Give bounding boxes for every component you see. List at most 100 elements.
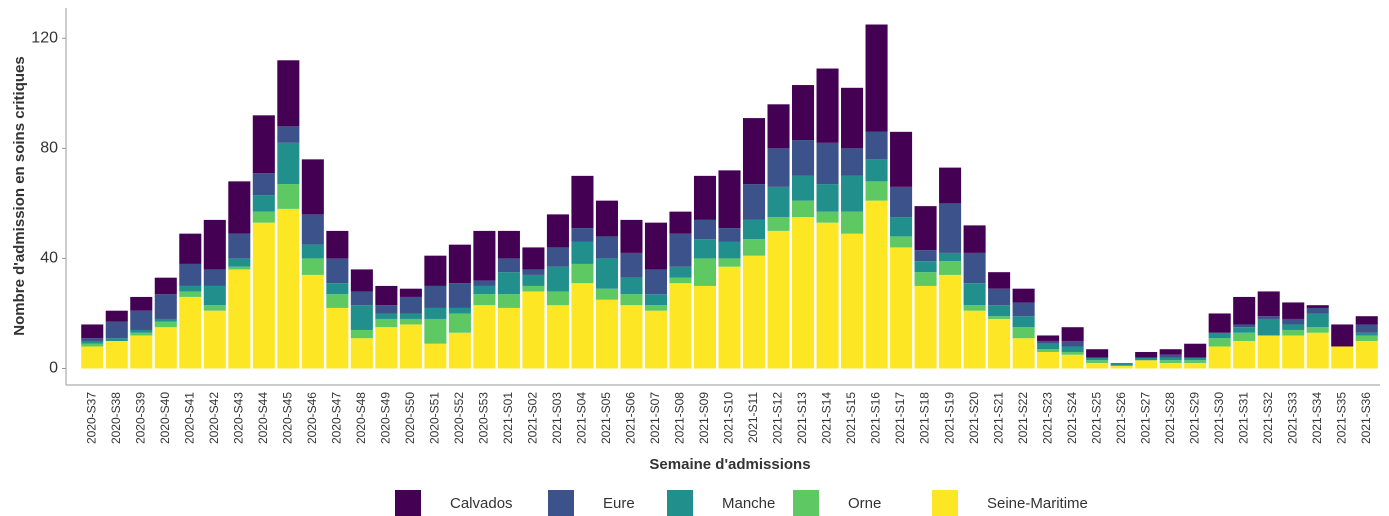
bar-segment [742, 239, 766, 256]
bar-segment [1037, 340, 1060, 344]
x-tick-label: 2021-S16 [869, 392, 883, 444]
x-tick-label: 2021-S28 [1163, 392, 1177, 444]
bar-segment [1012, 338, 1035, 369]
bar-segment [963, 283, 986, 306]
bar-segment [81, 346, 104, 369]
bar-segment [301, 244, 324, 259]
bar-segment [914, 206, 937, 251]
bar-segment [375, 318, 398, 328]
legend-swatch [793, 490, 819, 516]
bar-segment [1208, 332, 1231, 339]
bar-segment [154, 321, 177, 328]
bar-segment [130, 329, 153, 333]
bar-segment [963, 225, 986, 253]
legend-label: Orne [848, 495, 881, 512]
x-tick-label: 2020-S52 [452, 392, 466, 444]
bar-segment [350, 269, 373, 292]
bar-segment [865, 159, 888, 182]
bar-segment [277, 208, 300, 369]
bar-segment [963, 310, 986, 369]
bar-segment [791, 85, 815, 141]
x-tick-label: 2020-S45 [281, 392, 295, 444]
bar-segment [1135, 360, 1158, 369]
bar-segment [1159, 357, 1182, 361]
bar-segment [448, 307, 471, 314]
bar-segment [375, 313, 398, 319]
bar-segment [620, 277, 643, 295]
bar-segment [105, 338, 128, 341]
bar-segment [693, 175, 717, 220]
bar-segment [644, 269, 668, 295]
bar-segment [890, 236, 913, 248]
bar-segment [841, 87, 864, 149]
bar-segment [571, 228, 594, 242]
bar-segment [988, 305, 1011, 317]
x-tick-label: 2020-S48 [354, 392, 368, 444]
bar-segment [595, 258, 618, 289]
bar-segment [326, 283, 349, 295]
bar-segment [1257, 318, 1280, 336]
bar-segment [669, 283, 692, 369]
bar-segment [473, 230, 496, 281]
x-tick-label: 2021-S01 [501, 392, 515, 444]
bar-segment [203, 305, 226, 311]
x-tick-label: 2021-S27 [1138, 392, 1152, 444]
x-tick-label: 2021-S17 [893, 392, 907, 444]
bar-segment [130, 332, 153, 336]
bar-segment [1233, 296, 1256, 325]
legend-swatch [932, 490, 958, 516]
bar-segment [1355, 324, 1378, 333]
bar-segment [1110, 365, 1133, 369]
bar-segment [1282, 335, 1305, 369]
bar-segment [497, 230, 520, 259]
x-tick-label: 2021-S06 [624, 392, 638, 444]
bar-segment [1037, 349, 1060, 352]
bar-segment [1257, 291, 1280, 317]
bar-segment [424, 255, 447, 286]
x-tick-label: 2021-S15 [844, 392, 858, 444]
bar-segment [1061, 351, 1084, 355]
x-tick-label: 2021-S33 [1285, 392, 1299, 444]
bar-segment [154, 277, 177, 295]
bar-segment [1061, 340, 1084, 347]
bar-segment [154, 318, 177, 322]
bar-segment [841, 148, 864, 176]
bar-segment [693, 285, 717, 369]
legend-label: Manche [722, 495, 775, 512]
bar-segment [1012, 302, 1035, 317]
bar-segment [228, 233, 251, 259]
bar-segment [988, 272, 1011, 289]
y-tick-label: 40 [40, 250, 58, 267]
bar-segment [179, 263, 202, 286]
bar-segment [914, 272, 937, 286]
bar-segment [595, 299, 618, 369]
bar-segment [890, 186, 913, 218]
bar-segment [939, 252, 962, 262]
bar-segment [1061, 327, 1084, 341]
bar-segment [669, 266, 692, 278]
bar-segment [1233, 332, 1256, 341]
bar-segment [669, 277, 692, 284]
x-tick-label: 2020-S47 [330, 392, 344, 444]
bar-segment [1135, 351, 1158, 358]
bar-segment [571, 263, 594, 284]
x-tick-label: 2021-S12 [771, 392, 785, 444]
bar-segment [301, 258, 324, 275]
y-tick-label: 80 [40, 140, 58, 157]
bar-segment [424, 285, 447, 308]
bar-segment [179, 296, 202, 369]
bar-segment [1257, 316, 1280, 319]
x-tick-label: 2020-S39 [133, 392, 147, 444]
bar-segment [742, 184, 766, 220]
bar-segment [228, 269, 251, 369]
bar-segment [301, 274, 324, 369]
bar-segment [203, 285, 226, 306]
y-tick-label: 120 [31, 29, 58, 46]
bar-segment [693, 219, 717, 240]
bar-segment [1086, 349, 1109, 358]
bar-segment [1355, 335, 1378, 341]
bar-segment [1012, 316, 1035, 328]
bar-segment [767, 104, 790, 149]
bar-segment [1306, 332, 1329, 369]
bar-segment [767, 230, 790, 369]
